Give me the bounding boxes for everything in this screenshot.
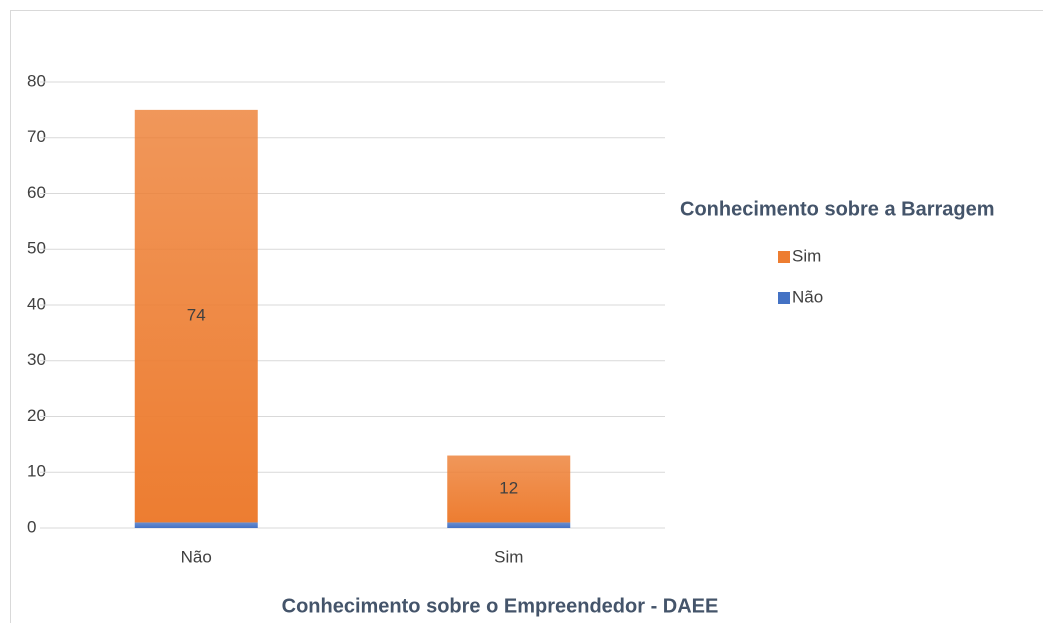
legend-label: Não xyxy=(792,287,823,306)
y-tick-label: 0 xyxy=(27,517,36,536)
x-tick-label: Sim xyxy=(494,547,523,566)
legend-swatch xyxy=(778,251,790,263)
x-axis-title: Conhecimento sobre o Empreendedor - DAEE xyxy=(282,595,719,617)
y-tick-label: 10 xyxy=(27,462,46,481)
bar-segment xyxy=(134,109,258,523)
data-label: 74 xyxy=(187,306,206,325)
legend-swatch xyxy=(778,292,790,304)
data-label: 12 xyxy=(499,478,518,497)
bar-segment xyxy=(447,522,571,528)
y-tick-label: 70 xyxy=(27,127,46,146)
bar-segment xyxy=(134,522,258,528)
y-tick-label: 30 xyxy=(27,350,46,369)
y-tick-label: 40 xyxy=(27,294,46,313)
y-tick-label: 80 xyxy=(27,71,46,90)
legend-label: Sim xyxy=(792,246,821,265)
y-tick-label: 50 xyxy=(27,239,46,258)
y-tick-label: 20 xyxy=(27,406,46,425)
bar-segment xyxy=(447,455,571,523)
y-tick-label: 60 xyxy=(27,183,46,202)
x-tick-label: Não xyxy=(181,547,212,566)
legend-title: Conhecimento sobre a Barragem xyxy=(680,198,995,220)
